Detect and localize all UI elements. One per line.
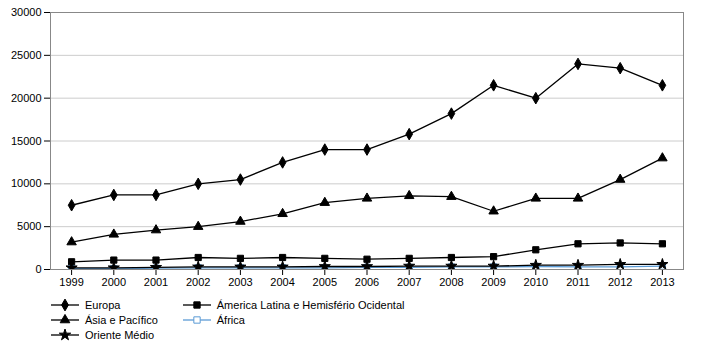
- svg-text:2010: 2010: [524, 276, 548, 288]
- html-text:Europa: Europa: [85, 299, 121, 311]
- svg-text:2012: 2012: [608, 276, 632, 288]
- svg-text:2007: 2007: [397, 276, 421, 288]
- svg-text:2005: 2005: [313, 276, 337, 288]
- svg-text:2002: 2002: [186, 276, 210, 288]
- svg-text:1999: 1999: [59, 276, 83, 288]
- svg-text:2003: 2003: [228, 276, 252, 288]
- html-text:Ásia e Pacífico: Ásia e Pacífico: [85, 314, 158, 326]
- svg-text:15000: 15000: [11, 135, 42, 147]
- svg-text:25000: 25000: [11, 49, 42, 61]
- svg-text:2009: 2009: [481, 276, 505, 288]
- svg-text:10000: 10000: [11, 177, 42, 189]
- html-text:África: África: [216, 314, 245, 326]
- svg-text:20000: 20000: [11, 92, 42, 104]
- svg-text:2004: 2004: [270, 276, 294, 288]
- svg-text:2000: 2000: [102, 276, 126, 288]
- svg-text:2006: 2006: [355, 276, 379, 288]
- svg-text:30000: 30000: [11, 6, 42, 18]
- svg-text:2013: 2013: [650, 276, 674, 288]
- svg-text:0: 0: [35, 263, 41, 275]
- svg-text:2001: 2001: [144, 276, 168, 288]
- svg-text:5000: 5000: [17, 220, 41, 232]
- html-text:Oriente Médio: Oriente Médio: [85, 329, 155, 341]
- svg-text:2011: 2011: [566, 276, 590, 288]
- html-text:Ámerica Latina e Hemisfério Oc: Ámerica Latina e Hemisfério Ocidental: [216, 299, 405, 311]
- svg-text:2008: 2008: [439, 276, 463, 288]
